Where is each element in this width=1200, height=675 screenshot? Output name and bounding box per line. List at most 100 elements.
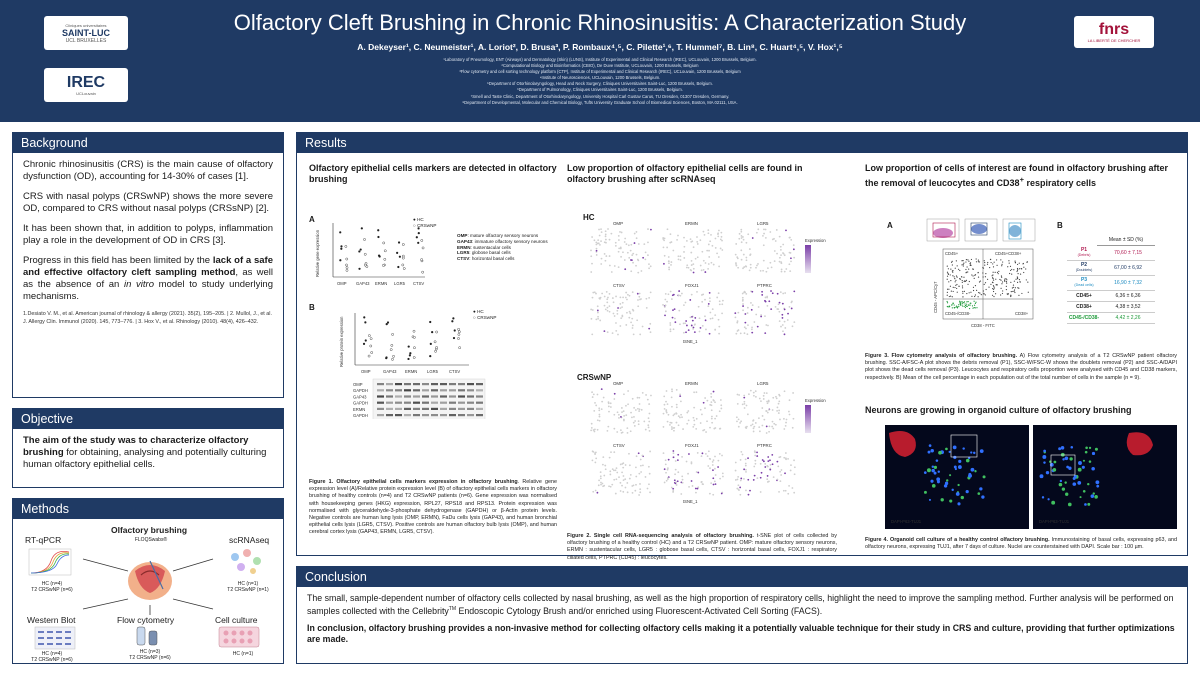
tsne-cell-point [640,471,642,473]
tsne-cell-point [608,264,611,267]
nucleus-dot [957,483,960,487]
tsne-cell-point [603,304,606,307]
data-point-crswnp [345,266,349,269]
tsne-cell-point [626,311,628,314]
irec-logo: IREC UCLouvain [44,68,128,102]
tsne-cell-point [636,292,639,295]
tsne-cell-point [617,239,620,241]
tsne-cell-point [648,430,651,432]
event-dot [962,296,964,298]
tsne-cell-point [776,252,778,255]
category-tick-label: GAP43 [383,369,397,374]
event-dot [967,259,969,261]
event-dot [987,261,989,264]
event-dot [972,307,974,309]
blot-row-label: OMP [353,382,363,387]
tsne-cell-point [624,237,627,240]
event-dot [974,285,977,287]
event-dot [1018,287,1020,289]
objective-heading: Objective [13,409,283,429]
nucleus-dot [1090,494,1095,498]
tsne-cell-point [702,259,705,262]
tsne-cell-point [647,241,649,244]
tsne-cell-point [605,241,607,244]
tsne-cell-point [769,261,772,264]
tsne-cell-point [706,249,709,252]
tsne-cell-point [769,231,772,233]
nucleus-dot [1082,489,1086,493]
tsne-cell-point [711,464,714,466]
y-axis-label: CD45 - APC/Cy7 [933,281,938,313]
tsne-cell-point [766,478,769,481]
tsne-cell-point [709,311,712,314]
tsne-cell-point [690,251,693,254]
tsne-cell-point [743,400,746,403]
tsne-cell-point [599,477,602,480]
tsne-cell-point [631,397,634,400]
data-point-crswnp [345,257,349,261]
tsne-cell-point [714,474,717,476]
tsne-cell-point [721,303,724,306]
tsne-cell-point [625,324,628,326]
tsne-cell-point [761,407,764,409]
tsne-cell-point [681,478,684,481]
event-dot [973,304,976,306]
nucleus-dot [1070,445,1074,449]
tsne-cell-point [762,460,765,463]
event-dot [1001,263,1003,265]
tsne-cell-point [625,404,627,407]
tsne-cell-point [766,411,769,414]
event-dot [991,294,994,296]
blot-band [476,395,483,398]
tsne-cell-point [711,421,714,424]
tsne-cell-point [740,450,743,453]
data-point-hc [408,354,411,357]
tsne-cell-point [629,473,632,476]
tsne-plot: LGR5 [734,221,796,273]
tsne-cell-point [773,250,776,252]
tsne-cell-point [770,290,772,292]
tsne-cell-point [765,270,768,273]
tsne-cell-point [773,237,775,240]
tsne-cell-point [622,479,625,482]
tsne-cell-point [762,244,765,247]
nucleus-dot [937,470,940,473]
tsne-cell-point [598,413,601,416]
tsne-cell-point [747,493,750,496]
tsne-cell-point [783,456,786,459]
tsne-cell-point [671,390,673,393]
tsne-cell-point [616,313,619,315]
tsne-cell-point [665,411,668,414]
event-dot [971,295,973,297]
table-row-value: 6,36 ± 6,36 [1115,293,1141,299]
conclusion-heading: Conclusion [297,567,1187,587]
data-point-hc [386,321,390,324]
tsne-cell-point [594,428,596,431]
data-point-crswnp [382,241,386,245]
chart-legend: ● HC ○ CRSwNP [473,309,496,321]
objective-panel: Objective The aim of the study was to ch… [12,408,284,488]
table-row-label: P3 (Dead cells) [1067,278,1101,288]
tsne-cell-point [742,309,744,312]
tsne-cell-point [692,263,695,266]
tsne-cell-point [781,317,784,319]
tsne-cell-point [783,417,785,420]
nucleus-dot [1043,461,1046,464]
tsne-cell-point [771,409,774,411]
table-row-value: 4,42 ± 2,26 [1115,315,1141,321]
figure4-caption: Figure 4. Organoid cell culture of a hea… [865,537,1177,551]
tsne-cell-point [596,428,599,431]
background-panel: Background Chronic rhinosinusitis (CRS) … [12,132,284,398]
marker-legend-item: LGR5: globose basal cells [457,250,511,256]
tsne-cell-point [644,476,647,478]
nucleus-dot [945,447,948,451]
tsne-cell-point [647,465,650,468]
tsne-cell-point [613,265,616,267]
tsne-cell-point [768,480,770,483]
tsne-cell-point [636,319,639,322]
data-point-hc [364,321,367,324]
tsne-cell-point [717,292,720,295]
tsne-cell-point [607,425,610,428]
event-dot [992,285,995,287]
nucleus-dot [1085,446,1088,450]
